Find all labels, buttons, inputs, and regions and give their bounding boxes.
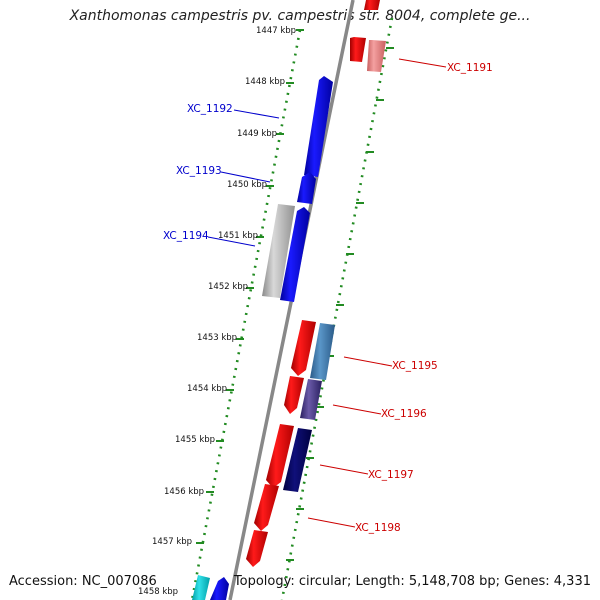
topology-summary: Topology: circular; Length: 5,148,708 bp… bbox=[233, 574, 591, 589]
kbp-label: 1447 kbp bbox=[256, 26, 296, 36]
kbp-label: 1456 kbp bbox=[164, 487, 204, 497]
gene-arrow-xc-1194-grey bbox=[262, 204, 295, 298]
leader-line-xc-1197 bbox=[319, 464, 369, 475]
map-title: Xanthomonas campestris pv. campestris st… bbox=[69, 8, 531, 24]
kbp-label: 1455 kbp bbox=[175, 435, 215, 445]
gene-label-xc-1193[interactable]: XC_1193 bbox=[176, 165, 222, 177]
gene-arrow-red-3 bbox=[266, 424, 294, 488]
gene-arrow-xc-1192 bbox=[304, 76, 333, 177]
inner-tick-ring bbox=[190, 29, 302, 600]
outer-tick-ring bbox=[280, 17, 394, 600]
kbp-label: 1448 kbp bbox=[245, 77, 285, 87]
gene-label-xc-1196[interactable]: XC_1196 bbox=[381, 408, 427, 420]
gene-label-xc-1197[interactable]: XC_1197 bbox=[368, 469, 414, 481]
kbp-label: 1458 kbp bbox=[138, 587, 178, 597]
gene-arrow-xc-1195 bbox=[310, 323, 335, 380]
gene-arrow-xc-1197 bbox=[283, 428, 312, 492]
gene-arrow-red-2 bbox=[284, 376, 304, 414]
kbp-label: 1449 kbp bbox=[237, 129, 277, 139]
gene-arrow-red-1 bbox=[291, 320, 316, 376]
gene-label-xc-1194[interactable]: XC_1194 bbox=[163, 230, 209, 242]
leader-line-xc-1194 bbox=[207, 236, 256, 247]
kbp-label: 1450 kbp bbox=[227, 180, 267, 190]
gene-label-xc-1191[interactable]: XC_1191 bbox=[447, 62, 493, 74]
gene-label-xc-1192[interactable]: XC_1192 bbox=[187, 103, 233, 115]
kbp-label: 1451 kbp bbox=[218, 231, 258, 241]
gene-arrow-xc-1196 bbox=[300, 379, 322, 420]
kbp-label: 1452 kbp bbox=[208, 282, 248, 292]
leader-line-xc-1192 bbox=[233, 109, 280, 119]
leader-line-xc-1193 bbox=[220, 171, 271, 183]
leader-line-xc-1195 bbox=[343, 356, 393, 367]
gene-arrow-xc-1193 bbox=[297, 172, 316, 204]
gene-arrow-xc-1191-top bbox=[364, 0, 380, 10]
accession-text: Accession: NC_007086 bbox=[9, 574, 157, 589]
gene-arrow-xc-1190 bbox=[350, 37, 366, 62]
gene-arrow-red-5 bbox=[246, 530, 268, 567]
leader-line-xc-1198 bbox=[307, 517, 356, 528]
gene-arrow-blue-bottom bbox=[210, 577, 229, 600]
gene-arrow-cyan bbox=[192, 575, 210, 600]
leader-line-xc-1196 bbox=[332, 404, 382, 415]
gene-label-xc-1198[interactable]: XC_1198 bbox=[355, 522, 401, 534]
gene-arrow-xc-1198 bbox=[254, 484, 279, 531]
gene-arrow-xc-1194 bbox=[280, 207, 310, 302]
leader-line-xc-1191 bbox=[398, 58, 447, 68]
kbp-label: 1457 kbp bbox=[152, 537, 192, 547]
gene-arrow-xc-1191 bbox=[367, 40, 386, 72]
kbp-label: 1453 kbp bbox=[197, 333, 237, 343]
gene-label-xc-1195[interactable]: XC_1195 bbox=[392, 360, 438, 372]
kbp-label: 1454 kbp bbox=[187, 384, 227, 394]
